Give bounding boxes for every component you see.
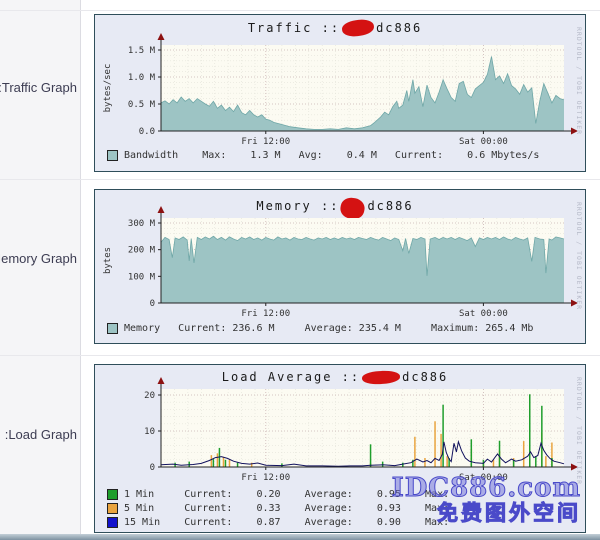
legend-swatch (107, 502, 118, 514)
bottom-window-edge (0, 534, 600, 540)
graph-title-text: Traffic :: (247, 21, 341, 35)
x-tick-label: Sat 00:00 (459, 473, 508, 483)
sidebar-label-load-graph: Load Graph: (4, 427, 77, 442)
row-divider (0, 179, 600, 180)
traffic-legend: Bandwidth Max: 1.3 M Avg: 0.4 M Current:… (107, 148, 539, 162)
series-outline (160, 56, 565, 130)
legend-row: Bandwidth Max: 1.3 M Avg: 0.4 M Current:… (107, 148, 539, 162)
y-tick-label: 0 (150, 463, 155, 473)
load-chart-plot: 0 10 20 Fri 12:00 Sat 00:00 (144, 377, 578, 483)
y-tick-label: 200 M (128, 246, 156, 256)
rrdtool-watermark: RRDTOOL / TOBI OETIKER (575, 27, 583, 136)
legend-row: 15 Min Current: 0.87 Average: 0.90 Max: (107, 515, 449, 529)
x-tick-label: Sat 00:00 (459, 309, 508, 319)
load-legend: 1 Min Current: 0.20 Average: 0.95 Max: 5 … (107, 487, 449, 529)
y-tick-label: 20 (144, 391, 155, 401)
load-graph-title: Load Average :: dc886 (95, 369, 575, 385)
y-tick-label: 1.0 M (128, 73, 156, 83)
x-tick-label: Fri 12:00 (241, 309, 290, 319)
sidebar-label-memory-graph: Memory Graph: (0, 251, 77, 266)
graph-title-host: dc886 (402, 370, 449, 384)
chart-canvas: 0 10 20 Fri 12:00 Sat 00:00 (144, 377, 578, 483)
graph-title-text: Load Average :: (221, 370, 361, 384)
x-tick-label: Fri 12:00 (241, 137, 290, 147)
series-outline (160, 235, 565, 276)
y-tick-label: 1.5 M (128, 46, 156, 56)
x-axis-arrow (571, 463, 578, 471)
y-axis-arrow (157, 377, 165, 384)
label-column (0, 0, 81, 534)
traffic-graph-title: Traffic :: dc886 (95, 18, 575, 38)
legend-text: 15 Min Current: 0.87 Average: 0.90 Max: (124, 516, 450, 528)
x-axis-arrow (571, 127, 578, 135)
chart-canvas: 0 100 M 200 M 300 M Fri 12:00 Sat 00:00 bytes (103, 206, 578, 319)
y-tick-label: 0.5 M (128, 100, 156, 110)
rrdtool-watermark: RRDTOOL / TOBI OETIKER (575, 202, 583, 311)
y-tick-label: 100 M (128, 272, 156, 282)
legend-swatch (107, 488, 118, 500)
legend-row: 5 Min Current: 0.33 Average: 0.93 Max: (107, 501, 449, 515)
legend-swatch (107, 516, 118, 528)
row-divider (0, 10, 600, 11)
x-tick-label: Sat 00:00 (459, 137, 508, 147)
traffic-chart-plot: 0.0 0.5 M 1.0 M 1.5 M Fri 12:00 Sat 00:00 byte… (103, 33, 578, 147)
graph-title-host: dc886 (367, 198, 414, 213)
legend-text: Bandwidth Max: 1.3 M Avg: 0.4 M Current:… (124, 149, 540, 161)
y-axis-arrow (157, 33, 165, 40)
series-line-15-min (160, 439, 565, 467)
legend-text: 5 Min Current: 0.33 Average: 0.93 Max: (124, 502, 450, 514)
series-area-bandwidth (161, 56, 564, 131)
rrdtool-watermark: RRDTOOL / TOBI OETIKER (575, 377, 583, 486)
y-axis-arrow (157, 206, 165, 213)
y-tick-label: 10 (144, 427, 155, 437)
sidebar-label-traffic-graph: Traffic Graph: (0, 80, 77, 95)
legend-row: 1 Min Current: 0.20 Average: 0.95 Max: (107, 487, 449, 501)
y-axis-label: bytes (103, 247, 113, 274)
memory-graph-title: Memory :: dc886 (95, 195, 575, 221)
x-tick-label: Fri 12:00 (241, 473, 290, 483)
row-divider (0, 355, 600, 356)
x-axis-arrow (571, 299, 578, 307)
legend-text: Memory Current: 236.6 M Average: 235.4 M… (124, 322, 534, 334)
y-tick-label: 0.0 (139, 127, 155, 137)
y-axis-label: bytes/sec (103, 64, 113, 113)
legend-swatch (107, 149, 118, 161)
legend-row: Memory Current: 236.6 M Average: 235.4 M… (107, 321, 533, 335)
graph-title-text: Memory :: (256, 198, 340, 213)
y-tick-label: 300 M (128, 219, 156, 229)
memory-legend: Memory Current: 236.6 M Average: 235.4 M… (107, 321, 533, 335)
memory-chart-plot: 0 100 M 200 M 300 M Fri 12:00 Sat 00:00 bytes (103, 206, 578, 319)
legend-text: 1 Min Current: 0.20 Average: 0.95 Max: (124, 488, 450, 500)
series-area-memory (161, 236, 564, 303)
graph-title-host: dc886 (376, 21, 423, 35)
legend-swatch (107, 322, 118, 334)
y-tick-label: 0 (150, 299, 155, 309)
chart-canvas: 0.0 0.5 M 1.0 M 1.5 M Fri 12:00 Sat 00:00 byte… (103, 33, 578, 147)
